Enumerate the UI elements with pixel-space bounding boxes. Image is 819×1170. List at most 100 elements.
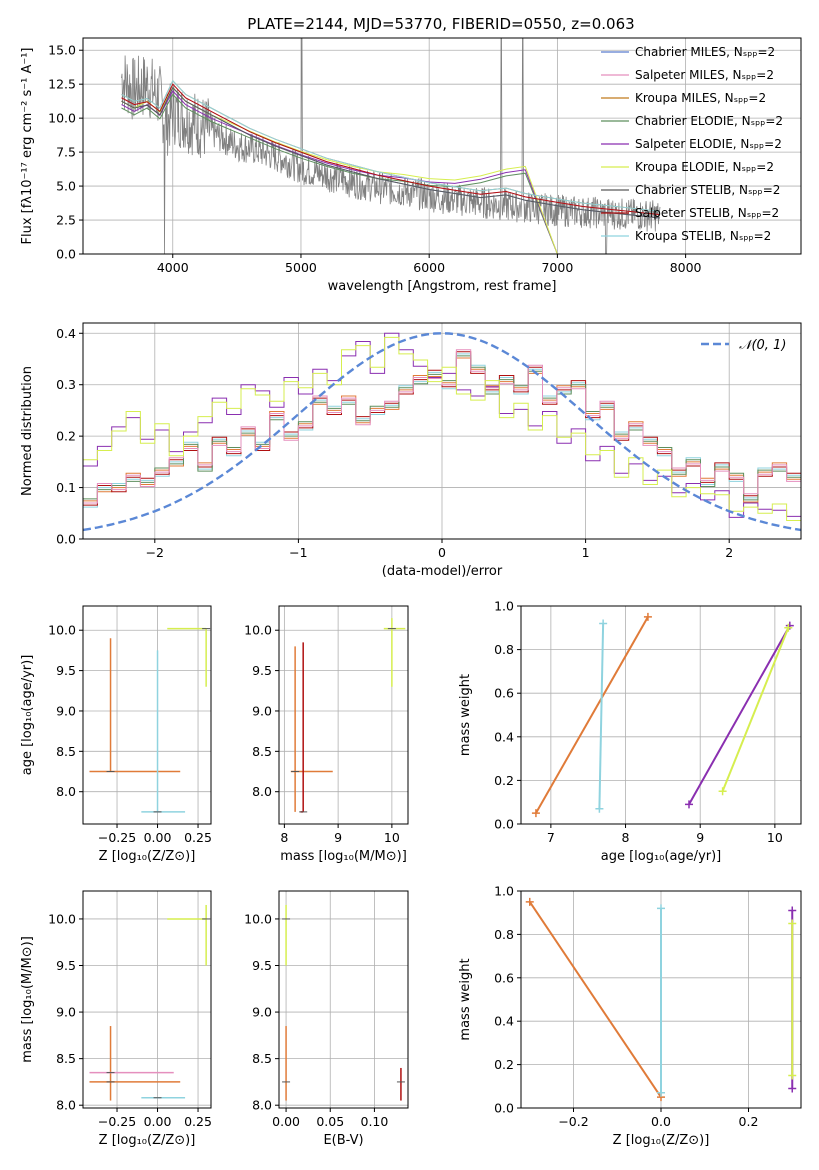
legend-label: Chabrier ELODIE, Nₛₚₚ=2: [635, 114, 783, 128]
mass-weight-line: [598, 623, 605, 809]
grid: [83, 606, 211, 824]
chart-residuals: −2 −1 0 1 2 0.0 0.1 0.2 0.3 0.4 (data-model)/error…: [20, 322, 802, 579]
y-tick-label: 8.5: [252, 1051, 272, 1066]
plot-area: [89, 904, 211, 1101]
plus-marker: [788, 1071, 797, 1080]
chart-spectrum: 4000 5000 6000 7000 8000 0.0 2.5 5.0 7.5 10.0 12.5…: [20, 37, 802, 294]
y-tick-label: 1.0: [494, 884, 514, 899]
legend-label: Kroupa STELIB, Nₛₚₚ=2: [635, 229, 771, 243]
x-tick-label: 0.00: [144, 1114, 172, 1129]
y-tick-label: 9.0: [252, 703, 272, 718]
x-tick-label: 0.10: [361, 1114, 389, 1129]
mass-weight-line: [535, 616, 649, 814]
y-tick-label: 0.8: [494, 642, 514, 657]
chart-age-vs-Z: −0.25 0.00 0.25 8.0 8.5 9.0 9.5 10.0 Z [log₁₀(Z/…: [20, 605, 212, 864]
chart-massweight-vs-Z: −0.2 0.0 0.2 0.0 0.2 0.4 0.6 0.8 1.0 Z [log₁₀(Z/Z…: [458, 884, 802, 1148]
y-tick-label: 0.3: [56, 377, 76, 392]
figure-title: PLATE=2144, MJD=53770, FIBERID=0550, z=0…: [247, 15, 634, 33]
plot-area: [525, 897, 797, 1102]
plus-marker: [788, 1084, 797, 1093]
grid: [279, 891, 408, 1108]
x-tick-label: −0.2: [558, 1114, 588, 1129]
plus-marker: [685, 800, 693, 809]
grid: [279, 606, 408, 824]
y-tick-label: 10.0: [48, 623, 76, 638]
ticks: −2 −1 0 1 2 0.0 0.1 0.2 0.3 0.4: [56, 326, 733, 560]
legend-label: Salpeter ELODIE, Nₛₚₚ=2: [635, 137, 782, 151]
x-tick-label: 0.2: [739, 1114, 759, 1129]
y-tick-label: 1.0: [494, 599, 514, 614]
ticks: 4000 5000 6000 7000 8000 0.0 2.5 5.0 7.5 10.0 12.5…: [48, 43, 701, 275]
plus-marker: [643, 612, 652, 621]
y-tick-label: 2.5: [56, 213, 76, 228]
x-tick-label: −2: [146, 545, 164, 560]
mass-weight-line: [721, 627, 790, 792]
legend-label: Chabrier MILES, Nₛₚₚ=2: [635, 45, 775, 59]
axes-frame: [82, 605, 212, 825]
y-tick-label: 0.2: [494, 1057, 514, 1072]
y-tick-label: 8.5: [252, 744, 272, 759]
ticks: −0.25 0.00 0.25 8.0 8.5 9.0 9.5 10.0: [48, 623, 212, 845]
plus-marker: [788, 919, 797, 928]
axes-frame: [520, 890, 802, 1109]
legend-label: Chabrier STELIB, Nₛₚₚ=2: [635, 183, 780, 197]
ticks: 7 8 9 10 0.0 0.2 0.4 0.6 0.8 1.0: [494, 599, 783, 846]
plot-area: [290, 618, 406, 813]
plot-area: [83, 332, 801, 532]
y-tick-label: 8.0: [252, 1098, 272, 1113]
histogram-step-line: [83, 355, 801, 501]
plot-area: [531, 612, 794, 818]
x-tick-label: 7: [547, 830, 555, 845]
x-tick-label: 5000: [285, 260, 317, 275]
x-tick-label: 6000: [413, 260, 445, 275]
legend-label: Kroupa MILES, Nₛₚₚ=2: [635, 91, 766, 105]
chart-age-vs-mass: 8 9 10 8.0 8.5 9.0 9.5 10.0 mass [log₁₀(M/M⊙)]: [244, 605, 409, 864]
grid: [83, 323, 801, 540]
y-tick-label: 8.5: [56, 744, 76, 759]
y-tick-label: 9.0: [252, 1005, 272, 1020]
plus-marker: [788, 906, 797, 915]
ticks: −0.2 0.0 0.2 0.0 0.2 0.4 0.6 0.8 1.0: [494, 884, 758, 1130]
plus-marker: [718, 787, 727, 796]
x-axis-label: mass [log₁₀(M/M⊙)]: [280, 849, 407, 864]
grid: [521, 605, 801, 825]
grid: [83, 891, 211, 1108]
x-axis-label: Z [log₁₀(Z/Z⊙)]: [99, 849, 196, 864]
observed-spectrum-line: [121, 38, 661, 254]
y-tick-label: 0.1: [56, 480, 76, 495]
x-tick-label: −1: [289, 545, 307, 560]
histogram-step-line: [83, 332, 801, 518]
plus-marker: [595, 804, 604, 813]
plus-marker: [657, 1088, 665, 1097]
y-tick-label: 0.6: [494, 970, 514, 985]
x-tick-label: 9: [334, 830, 342, 845]
y-tick-label: 0.0: [494, 1101, 514, 1116]
y-tick-label: 0.4: [56, 326, 76, 341]
plot-area: [282, 904, 405, 1101]
x-tick-label: 0.25: [184, 830, 212, 845]
x-tick-label: 2: [725, 545, 733, 560]
y-tick-label: 8.0: [56, 784, 76, 799]
normal-curve: [83, 332, 801, 532]
legend-label: Salpeter MILES, Nₛₚₚ=2: [635, 68, 774, 82]
x-tick-label: −0.25: [98, 830, 136, 845]
y-tick-label: 0.0: [56, 532, 76, 547]
y-axis-label: mass weight: [458, 674, 473, 756]
plus-marker: [657, 904, 665, 913]
mass-weight-line: [528, 901, 662, 1098]
model-line-kroupa-stelib: [121, 79, 661, 212]
x-axis-label: E(B-V): [323, 1133, 363, 1148]
x-axis-label: age [log₁₀(age/yr)]: [601, 849, 722, 864]
x-axis-label: wavelength [Angstrom, rest frame]: [328, 279, 557, 294]
y-tick-label: 5.0: [56, 179, 76, 194]
y-axis-label: mass weight: [458, 958, 473, 1040]
axes-frame: [82, 890, 212, 1109]
y-tick-label: 9.0: [56, 703, 76, 718]
y-tick-label: 10.0: [244, 911, 272, 926]
plus-marker: [784, 623, 793, 632]
x-tick-label: 1: [582, 545, 590, 560]
y-tick-label: 0.4: [494, 1014, 514, 1029]
mass-weight-line: [688, 625, 791, 805]
axes-frame: [278, 890, 409, 1109]
